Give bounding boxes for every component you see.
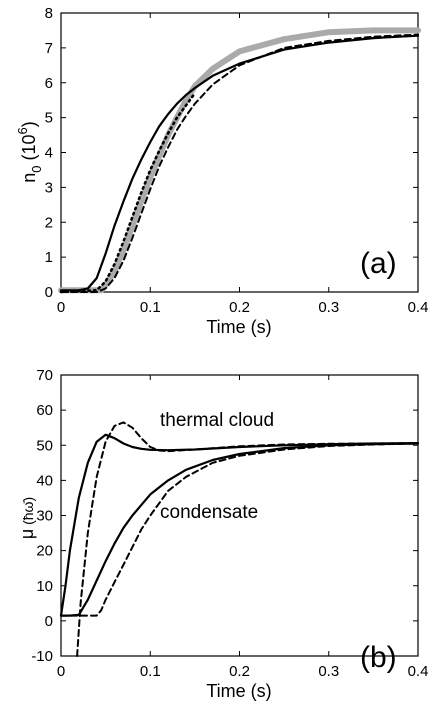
x-tick-label: 0.2 bbox=[229, 663, 250, 680]
y-tick-label: 40 bbox=[36, 472, 53, 489]
x-axis-label-b: Time (s) bbox=[206, 681, 271, 701]
y-tick-label: 20 bbox=[36, 543, 53, 560]
y-tick-label: 6 bbox=[45, 75, 53, 92]
y-tick-label: 60 bbox=[36, 402, 53, 419]
y-tick-label: 0 bbox=[45, 284, 53, 301]
panel-label-a: (a) bbox=[360, 247, 397, 280]
y-label-unit-close-a: ) bbox=[19, 121, 39, 127]
y-tick-label: 5 bbox=[45, 110, 53, 127]
y-tick-label: 50 bbox=[36, 437, 53, 454]
y-label-unit-open-a: (10 bbox=[19, 134, 39, 165]
series-b bbox=[59, 421, 420, 657]
x-tick-label: 0.3 bbox=[318, 299, 339, 316]
y-tick-label: 3 bbox=[45, 179, 53, 196]
y-tick-label: 70 bbox=[36, 367, 53, 384]
y-label-unit-b: (ħω̄) bbox=[20, 497, 36, 529]
y-label-main-b: μ bbox=[17, 529, 37, 539]
y-tick-label: -10 bbox=[31, 648, 53, 665]
y-axis-label-a: n0 (106) bbox=[15, 121, 44, 183]
x-tick-label: 0 bbox=[57, 663, 65, 680]
series-line-b-solid bbox=[59, 433, 420, 617]
series-line-b-dashed bbox=[60, 442, 419, 617]
series-line-a-dashed bbox=[60, 33, 419, 293]
x-tick-label: 0 bbox=[57, 299, 65, 316]
y-label-sub-a: 0 bbox=[29, 166, 44, 173]
x-tick-label: 0.3 bbox=[318, 663, 339, 680]
y-tick-label: 1 bbox=[45, 249, 53, 266]
ticks-a: 0 0.1 0.2 0.3 0.4 0 1 2 3 4 5 6 7 8 bbox=[45, 5, 429, 316]
x-axis-label-a: Time (s) bbox=[206, 317, 271, 337]
y-tick-label: 2 bbox=[45, 214, 53, 231]
y-label-main-a: n bbox=[19, 173, 39, 183]
x-tick-label: 0.2 bbox=[229, 299, 250, 316]
series-line-b-solid bbox=[59, 442, 420, 617]
x-tick-label: 0.4 bbox=[408, 663, 429, 680]
y-tick-label: 30 bbox=[36, 508, 53, 525]
annotation-thermal-cloud: thermal cloud bbox=[160, 410, 274, 431]
svg-text:μ (ħω̄): μ (ħω̄) bbox=[17, 497, 37, 539]
y-tick-label: 4 bbox=[45, 145, 53, 162]
y-tick-label: 10 bbox=[36, 578, 53, 595]
y-label-unit-exp-a: 6 bbox=[15, 127, 30, 134]
series-line-b-dashed bbox=[76, 421, 419, 657]
series-line-a-gray-thick bbox=[58, 27, 421, 294]
y-tick-label: 0 bbox=[45, 613, 53, 630]
svg-text:n0 (106): n0 (106) bbox=[15, 121, 44, 183]
annotation-condensate: condensate bbox=[160, 502, 258, 523]
panel-label-b: (b) bbox=[360, 641, 397, 674]
x-tick-label: 0.1 bbox=[140, 663, 161, 680]
x-tick-label: 0.1 bbox=[140, 299, 161, 316]
y-axis-label-b: μ (ħω̄) bbox=[17, 497, 37, 539]
series-a bbox=[58, 27, 421, 294]
series-line-a-dotted bbox=[59, 91, 197, 294]
y-tick-label: 8 bbox=[45, 5, 53, 22]
y-tick-label: 7 bbox=[45, 40, 53, 57]
x-tick-label: 0.4 bbox=[408, 299, 429, 316]
